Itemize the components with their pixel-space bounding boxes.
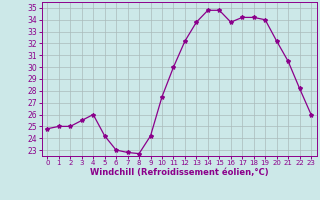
X-axis label: Windchill (Refroidissement éolien,°C): Windchill (Refroidissement éolien,°C): [90, 168, 268, 177]
